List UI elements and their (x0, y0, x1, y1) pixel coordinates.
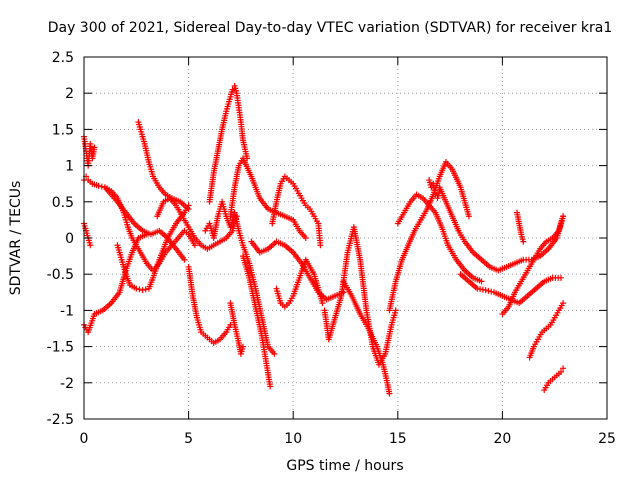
data-point (271, 350, 278, 357)
series-sat-23 (436, 184, 567, 274)
data-point (87, 242, 94, 249)
x-axis-label: GPS time / hours (286, 458, 403, 474)
axis-ticks: -2.5 -2 -1.5 -1 -0.5 0 0.5 1 1.5 2 2.5 0 5 10 15 20 25 (47, 50, 616, 447)
grid-lines (84, 57, 607, 419)
series-sat-25 (499, 213, 567, 318)
y-tick-label: -1 (60, 303, 74, 319)
series-sat-28 (541, 365, 567, 394)
series-sat-10 (202, 198, 278, 357)
series-sat-16 (269, 173, 324, 249)
y-tick-label: 1 (65, 159, 74, 175)
data-point (485, 287, 492, 294)
data-point (181, 256, 188, 263)
chart-title: Day 300 of 2021, Sidereal Day-to-day VTE… (48, 20, 613, 36)
x-tick-label: 20 (493, 431, 511, 447)
series-sat-14 (239, 253, 274, 390)
data-point (386, 390, 393, 397)
series-sat-7 (135, 119, 192, 213)
data-point (478, 278, 485, 285)
data-point (560, 213, 567, 220)
data-point (267, 383, 274, 390)
x-tick-label: 15 (389, 431, 407, 447)
y-tick-label: 0 (65, 231, 74, 247)
x-tick-label: 5 (184, 431, 193, 447)
data-point (560, 365, 567, 372)
data-point (432, 191, 439, 198)
data-point (239, 343, 246, 350)
data-marks (81, 82, 567, 397)
data-point (392, 307, 399, 314)
x-tick-label: 25 (598, 431, 616, 447)
y-tick-label: -2 (60, 376, 74, 392)
series-sat-12 (227, 155, 309, 241)
data-point (482, 287, 489, 294)
y-tick-label: 1.5 (52, 122, 74, 138)
y-axis-label: SDTVAR / TECUs (8, 181, 24, 296)
data-point (319, 300, 326, 307)
x-tick-label: 10 (284, 431, 302, 447)
data-point (302, 235, 309, 241)
series-sat-8 (154, 195, 240, 252)
series-sat-13 (227, 300, 246, 357)
data-point (136, 286, 143, 293)
data-point (465, 213, 472, 220)
data-point (98, 183, 105, 190)
data-point (91, 144, 98, 151)
series-sat-2 (81, 133, 98, 169)
series-sat-17 (273, 256, 326, 310)
data-point (133, 285, 140, 292)
series-sat-26 (514, 209, 527, 245)
data-point (488, 288, 495, 295)
series-sat-19 (340, 278, 393, 397)
data-point (557, 368, 564, 375)
y-tick-label: 2 (65, 86, 74, 102)
y-tick-label: -0.5 (47, 267, 74, 283)
data-point (139, 287, 146, 294)
series-sat-15 (248, 238, 347, 303)
data-point (191, 242, 198, 249)
x-tick-label: 0 (80, 431, 89, 447)
y-tick-label: -2.5 (47, 412, 74, 428)
data-point (560, 300, 567, 307)
data-point (143, 231, 150, 238)
series-sat-9 (185, 263, 234, 346)
series-sat-3 (81, 220, 94, 249)
series-sat-18 (321, 224, 399, 368)
series-sat-27 (526, 300, 567, 361)
data-point (317, 242, 324, 249)
data-point (229, 86, 236, 93)
data-point (142, 286, 149, 293)
series-sat-24 (457, 271, 564, 307)
y-tick-label: 2.5 (52, 50, 74, 66)
y-tick-label: 0.5 (52, 195, 74, 211)
data-point (185, 206, 192, 213)
data-point (557, 274, 564, 281)
y-tick-label: -1.5 (47, 340, 74, 356)
data-point (95, 182, 102, 189)
data-point (520, 238, 527, 245)
series-sat-21 (394, 191, 485, 285)
series-sat-11 (206, 82, 251, 205)
